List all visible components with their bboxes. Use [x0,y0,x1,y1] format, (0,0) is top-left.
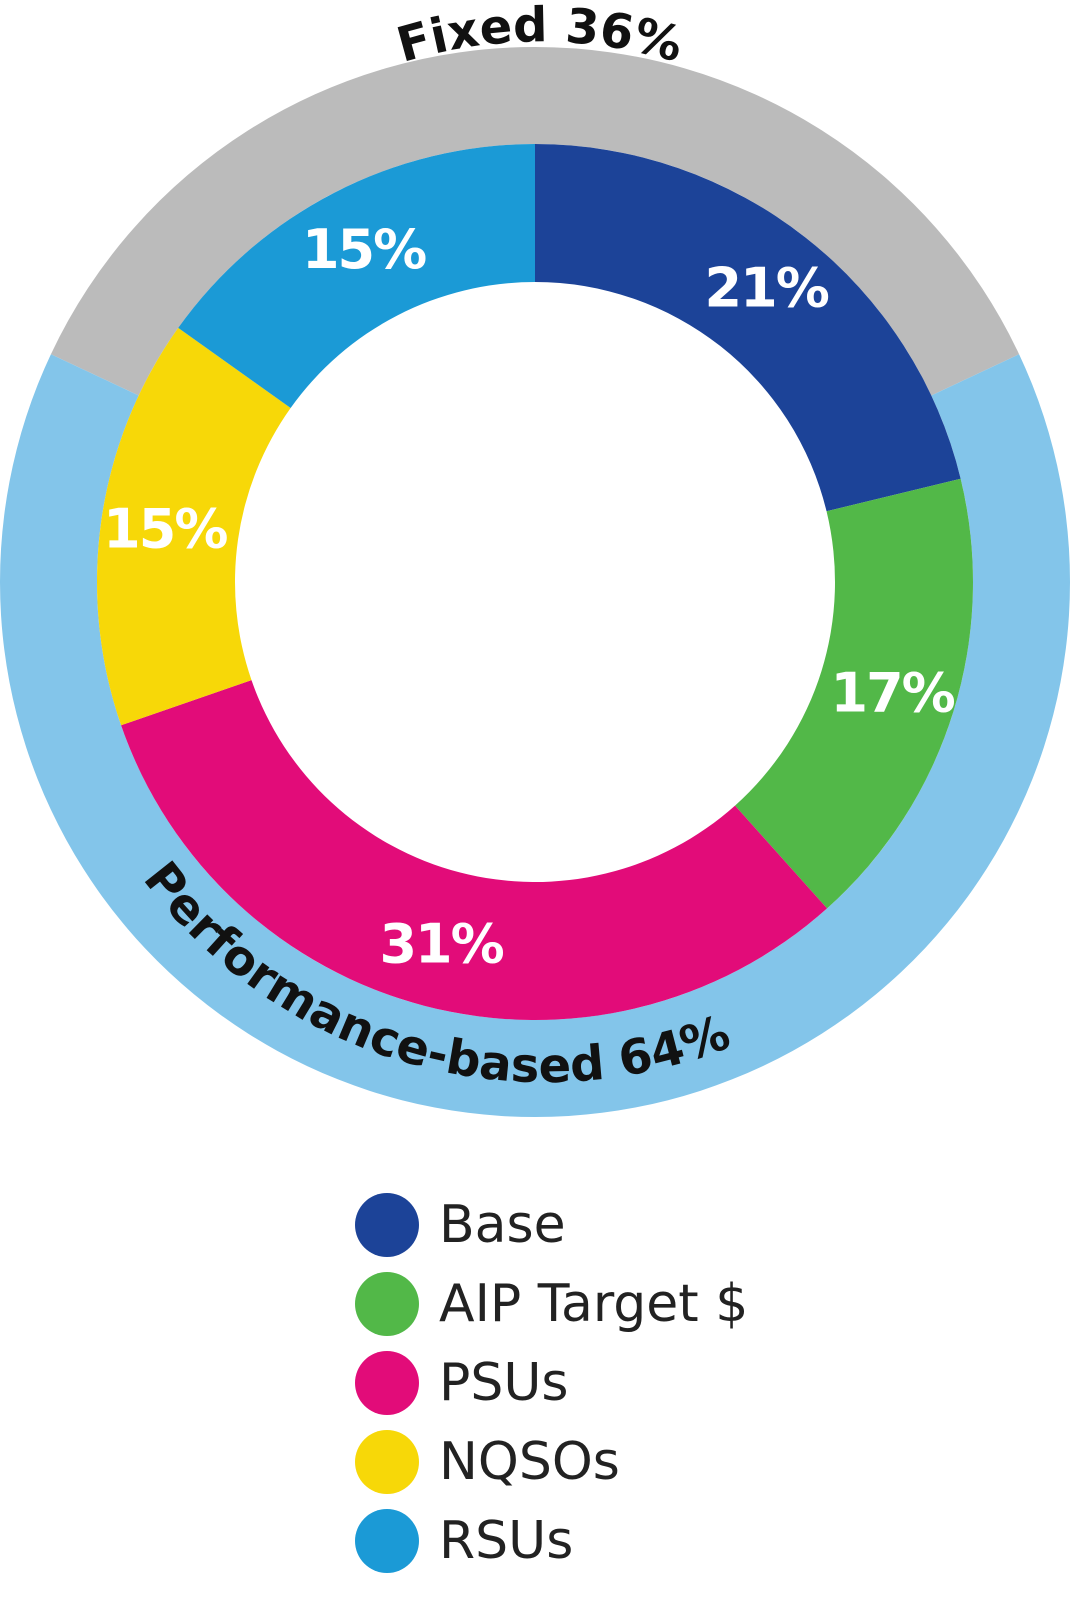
legend-item-rsus: RSUs [355,1501,748,1580]
data-label-base: 21% [705,257,829,320]
legend-label-nqsos: NQSOs [439,1431,620,1492]
legend-label-rsus: RSUs [439,1510,574,1571]
legend-swatch-base [355,1192,419,1257]
data-label-rsus: 15% [302,218,426,281]
data-label-nqsos: 15% [103,497,227,560]
outer-slice-fixed [50,46,1020,396]
legend-item-nqsos: NQSOs [355,1422,748,1501]
outer-slice-performance-based [0,354,1070,1118]
legend-item-aip-target: AIP Target $ [355,1264,748,1343]
legend-label-base: Base [439,1194,566,1255]
legend-swatch-aip-target [355,1271,419,1336]
slice-labels: 21% 17% 31% 15% 15% [103,218,956,976]
outer-ring [0,46,1070,1118]
inner-slice-aip-target [735,478,973,909]
legend-swatch-nqsos [355,1429,419,1494]
legend-label-aip-target: AIP Target $ [439,1273,749,1334]
data-label-aip-target: 17% [831,662,955,725]
inner-slice-nqsos [96,327,291,726]
legend-swatch-rsus [355,1508,419,1573]
donut-chart: 21%17%31%15%15% Fixed 36% Performance-ba… [0,0,1070,1118]
legend-label-psus: PSUs [439,1352,569,1413]
inner-slice-psus [121,680,828,1020]
inner-slice-rsus [178,144,535,408]
legend-item-base: Base [355,1185,748,1264]
inner-slice-base [535,144,961,512]
legend: Base AIP Target $ PSUs NQSOs RSUs [355,1185,748,1580]
inner-ring [96,144,973,1020]
legend-item-psus: PSUs [355,1343,748,1422]
legend-swatch-psus [355,1350,419,1415]
data-label-psus: 31% [379,913,503,976]
